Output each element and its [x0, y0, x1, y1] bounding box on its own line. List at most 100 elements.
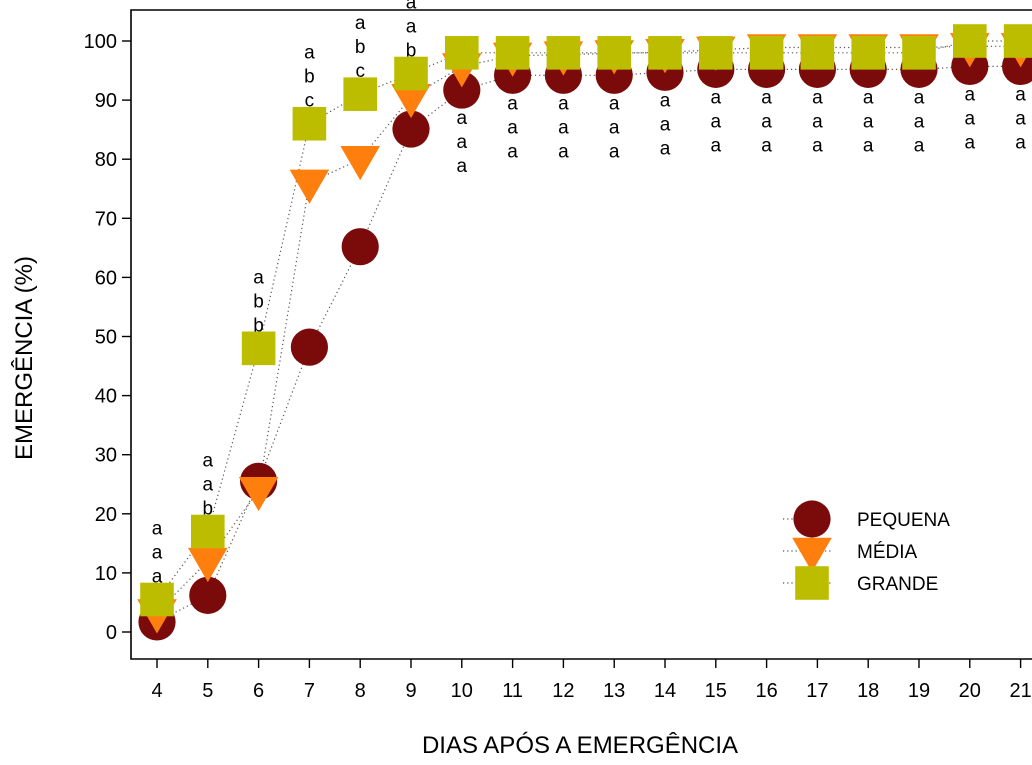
x-tick-label: 16 — [755, 680, 777, 702]
y-tick-label: 10 — [95, 563, 117, 585]
x-tick-label: 14 — [654, 680, 676, 702]
significance-letter: a — [406, 0, 417, 14]
marker-grande — [546, 36, 581, 70]
y-tick-label: 40 — [95, 386, 117, 408]
significance-letter: a — [457, 108, 468, 129]
series-line-pequena — [156, 65, 1021, 623]
significance-letter: a — [660, 138, 671, 159]
significance-letter: a — [609, 117, 620, 138]
y-tick-label: 100 — [84, 31, 117, 53]
y-tick-label: 20 — [95, 504, 117, 526]
series-line-media — [156, 45, 1021, 613]
significance-letter: a — [660, 90, 671, 111]
significance-letter: a — [660, 114, 671, 135]
x-tick-label: 11 — [502, 680, 523, 702]
significance-letter: a — [711, 87, 722, 108]
marker-grande — [241, 331, 276, 366]
y-axis: 0 10 20 30 40 50 60 70 80 90 100 — [84, 31, 131, 644]
y-tick-label: 60 — [95, 267, 117, 289]
significance-letter: a — [812, 87, 823, 108]
marker-pequena — [392, 110, 430, 148]
marker-media — [340, 146, 380, 181]
marker-grande — [800, 36, 835, 70]
x-tick-label: 4 — [151, 680, 162, 702]
plot-frame — [130, 9, 1032, 660]
series-markers — [137, 24, 1032, 641]
x-tick-label: 6 — [253, 680, 264, 702]
y-tick-label: 70 — [95, 208, 117, 230]
significance-letter: a — [761, 135, 772, 156]
significance-letter: a — [812, 135, 823, 156]
significance-letter: a — [558, 93, 569, 114]
significance-letter: b — [203, 499, 214, 520]
significance-letter: a — [761, 111, 772, 132]
significance-letter: b — [253, 291, 264, 312]
significance-letter: a — [914, 111, 925, 132]
marker-grande — [191, 514, 225, 549]
significance-letter: a — [965, 84, 976, 105]
marker-pequena — [443, 71, 481, 109]
marker-grande — [1003, 24, 1032, 58]
significance-letter: a — [558, 141, 569, 162]
significance-letter: a — [863, 135, 874, 156]
x-tick-label: 5 — [202, 680, 213, 702]
y-tick-label: 50 — [95, 327, 117, 349]
y-tick-label: 0 — [106, 622, 117, 644]
significance-letter: a — [1015, 84, 1026, 105]
significance-letter: a — [711, 135, 722, 156]
significance-letter: a — [965, 108, 976, 129]
marker-media — [391, 83, 431, 119]
significance-letter: c — [355, 61, 365, 82]
legend-label-grande: GRANDE — [857, 574, 938, 595]
significance-letter: a — [1015, 108, 1026, 129]
x-axis: 4 5 6 7 8 9 10 11 12 13 14 15 16 17 18 19 20 21 — [151, 659, 1032, 702]
marker-grande — [902, 36, 936, 70]
marker-media — [238, 476, 279, 512]
marker-grande — [343, 77, 377, 111]
y-tick-label: 80 — [95, 149, 117, 171]
x-tick-label: 10 — [451, 680, 473, 702]
significance-letter: a — [965, 132, 976, 153]
y-tick-label: 90 — [95, 90, 117, 112]
marker-grande — [597, 36, 631, 70]
marker-grande — [749, 36, 784, 70]
legend-marker-grande — [795, 566, 829, 600]
significance-letter: a — [761, 87, 772, 108]
legend-label-media: MÉDIA — [857, 542, 918, 563]
x-tick-label: 15 — [705, 680, 727, 702]
significance-letter: a — [304, 43, 315, 64]
significance-letter: a — [152, 566, 163, 587]
x-tick-label: 20 — [959, 680, 981, 702]
significance-letter: a — [507, 117, 518, 138]
x-tick-label: 21 — [1009, 680, 1031, 702]
significance-letter: a — [558, 117, 569, 138]
x-tick-label: 13 — [603, 680, 625, 702]
marker-grande — [292, 106, 327, 141]
marker-grande — [495, 36, 530, 70]
x-tick-label: 17 — [806, 680, 828, 702]
x-tick-label: 12 — [552, 680, 574, 702]
marker-pequena — [189, 576, 227, 614]
significance-letter: a — [507, 93, 518, 114]
significance-letter: a — [914, 135, 925, 156]
significance-letter: a — [863, 87, 874, 108]
marker-grande — [851, 36, 885, 70]
marker-media — [188, 547, 228, 583]
significance-letter: a — [152, 518, 163, 539]
x-tick-label: 19 — [908, 680, 930, 702]
x-tick-label: 9 — [405, 680, 416, 702]
series-lines — [156, 40, 1021, 623]
marker-pequena — [290, 328, 328, 366]
significance-letter: a — [253, 267, 264, 288]
marker-pequena — [341, 228, 379, 266]
significance-letter: a — [711, 111, 722, 132]
significance-letter: b — [304, 67, 315, 88]
significance-letter: a — [406, 17, 417, 38]
x-tick-label: 18 — [857, 680, 879, 702]
significance-letter: a — [152, 542, 163, 563]
significance-letter: a — [457, 156, 468, 177]
significance-letter: a — [355, 13, 366, 34]
significance-letter: a — [1015, 132, 1026, 153]
significance-letter: a — [203, 451, 214, 472]
